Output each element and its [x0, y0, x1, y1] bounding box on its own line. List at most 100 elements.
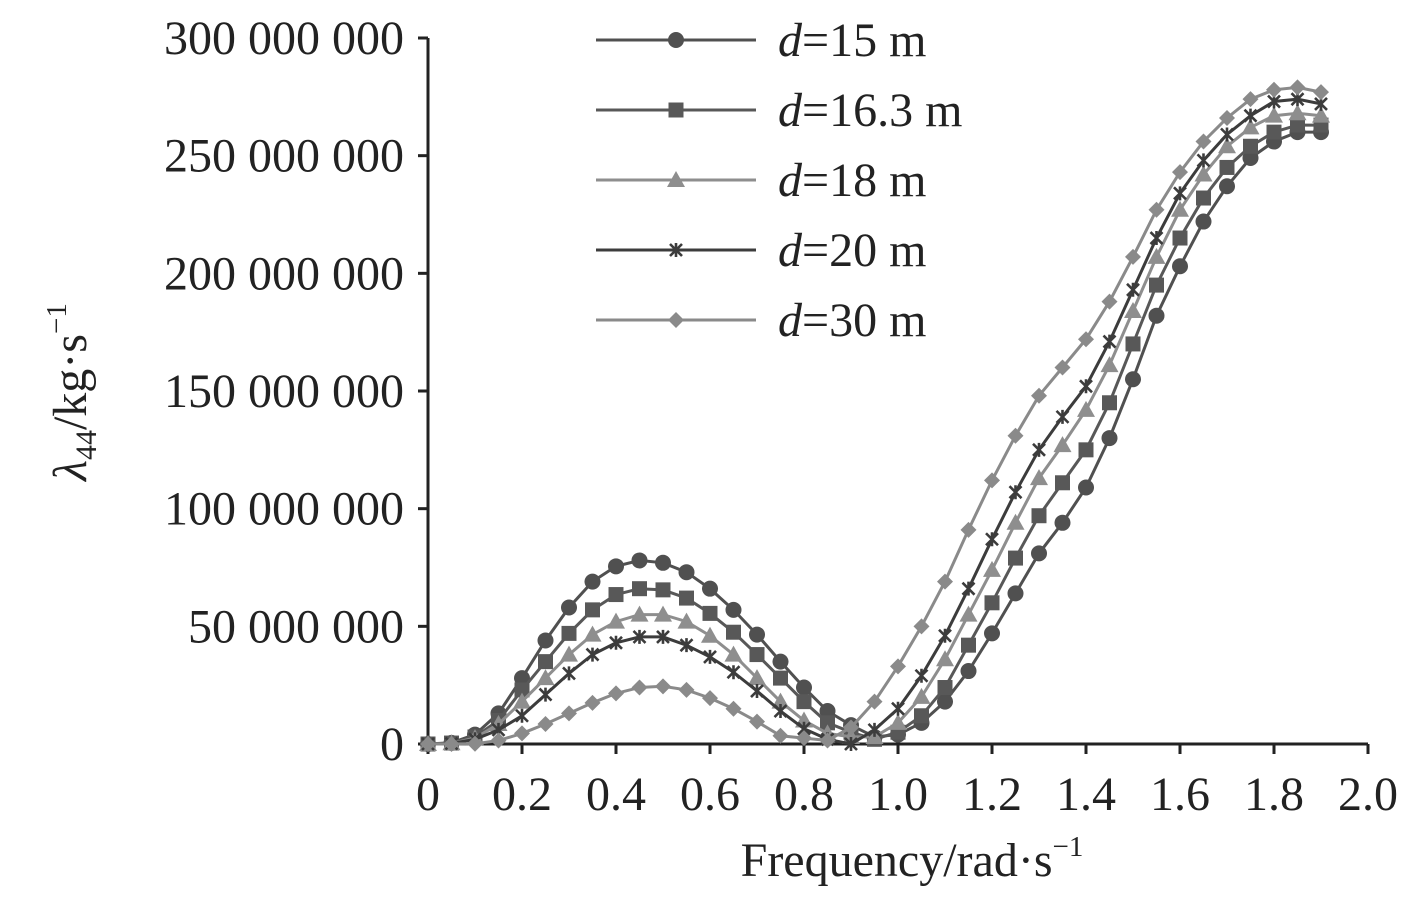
data-point: [726, 665, 741, 680]
data-point: [1172, 230, 1188, 246]
y-tick-label: 150 000 000: [164, 365, 404, 418]
data-point: [1172, 164, 1188, 181]
data-point: [1218, 137, 1236, 154]
legend-item-3: d=18 m: [596, 154, 926, 207]
x-tick-label: 0.4: [586, 768, 646, 821]
data-point: [891, 701, 905, 716]
data-point: [608, 558, 624, 575]
data-point: [562, 666, 576, 681]
data-point: [1102, 395, 1117, 411]
data-point: [702, 580, 718, 597]
y-tick-label: 50 000 000: [188, 600, 404, 653]
data-point: [937, 573, 953, 590]
data-point: [668, 32, 684, 48]
legend-label-rest: =15 m: [802, 14, 926, 67]
data-point: [1172, 258, 1188, 275]
data-point: [1031, 387, 1047, 404]
data-point: [1195, 213, 1212, 230]
data-point: [772, 653, 789, 670]
data-point: [677, 612, 696, 629]
data-point: [667, 171, 685, 187]
data-point: [1219, 178, 1235, 195]
legend-item-1: d=15 m: [596, 14, 926, 67]
data-point: [843, 719, 859, 736]
data-point: [890, 658, 906, 675]
data-point: [607, 612, 625, 629]
data-point: [1008, 485, 1023, 500]
y-tick-label: 200 000 000: [164, 247, 404, 300]
data-point: [655, 554, 671, 571]
data-point: [936, 650, 954, 667]
data-point: [820, 715, 835, 731]
data-point: [537, 632, 554, 649]
data-point: [679, 638, 694, 653]
data-point: [960, 663, 977, 680]
data-point: [513, 692, 531, 709]
data-point: [867, 722, 882, 737]
data-point: [819, 703, 836, 720]
x-tick-label: 1.2: [962, 768, 1022, 821]
legend-label: d=16.3 m: [778, 84, 962, 137]
data-point: [537, 715, 554, 732]
x-tick-label: 1.6: [1150, 768, 1210, 821]
series-5: [420, 79, 1329, 752]
data-point: [514, 682, 530, 698]
data-point: [1006, 513, 1025, 530]
data-point: [985, 532, 999, 547]
data-point: [656, 629, 670, 644]
data-point: [1030, 469, 1048, 486]
data-point: [1055, 409, 1070, 424]
data-point: [750, 684, 764, 699]
data-point: [1220, 127, 1234, 142]
data-point: [668, 312, 684, 328]
data-point: [631, 552, 648, 569]
data-point: [960, 521, 977, 538]
data-point: [420, 736, 436, 752]
data-point: [1219, 110, 1235, 127]
data-point: [984, 472, 1000, 489]
data-point: [1032, 442, 1046, 457]
data-point: [866, 693, 883, 710]
data-point: [773, 670, 788, 686]
series-line: [427, 111, 1322, 746]
y-tick-label: 0: [380, 718, 404, 771]
legend-label-rest: =18 m: [802, 154, 926, 207]
data-point: [724, 645, 743, 662]
x-tick-label: 2.0: [1338, 768, 1398, 821]
y-axis-label-symbol: λ: [44, 460, 97, 483]
series-2: [420, 117, 1329, 752]
legend-label: d=15 m: [778, 14, 926, 67]
data-point: [725, 601, 742, 618]
data-point: [679, 590, 694, 606]
data-point: [585, 647, 600, 662]
legend-label-italic: d: [778, 154, 803, 207]
x-tick-label: 0.2: [492, 768, 552, 821]
legend: d=15 md=16.3 md=18 md=20 md=30 m: [596, 14, 962, 347]
data-point: [937, 693, 953, 710]
data-point: [1171, 200, 1189, 217]
legend-label-italic: d: [778, 14, 803, 67]
data-point: [536, 669, 555, 686]
x-tick-label: 0.6: [680, 768, 740, 821]
data-point: [1125, 336, 1141, 352]
data-point: [655, 678, 671, 695]
x-axis: 0 0.2 0.4 0.6 0.8 1.0 1.2 1.4 1.6 1.8 2.0: [416, 742, 1398, 821]
data-point: [914, 708, 929, 724]
data-point: [1242, 91, 1259, 108]
data-point: [1173, 186, 1187, 201]
data-point: [1077, 400, 1095, 417]
data-point: [632, 629, 647, 644]
series-line: [427, 123, 1321, 746]
data-point: [749, 626, 765, 643]
y-tick-label: 100 000 000: [164, 483, 404, 536]
data-point: [702, 690, 718, 707]
data-point: [1148, 201, 1165, 218]
data-point: [796, 679, 812, 696]
data-point: [912, 687, 931, 704]
data-point: [678, 681, 695, 698]
legend-label-rest: =30 m: [802, 294, 926, 347]
data-point: [1243, 108, 1258, 123]
data-point: [1194, 165, 1213, 182]
y-axis-label-sup: −1: [41, 303, 73, 334]
